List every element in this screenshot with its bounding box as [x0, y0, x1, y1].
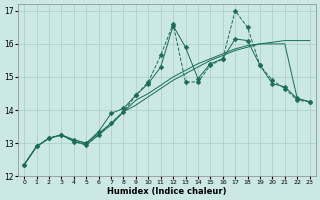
X-axis label: Humidex (Indice chaleur): Humidex (Indice chaleur) [107, 187, 227, 196]
